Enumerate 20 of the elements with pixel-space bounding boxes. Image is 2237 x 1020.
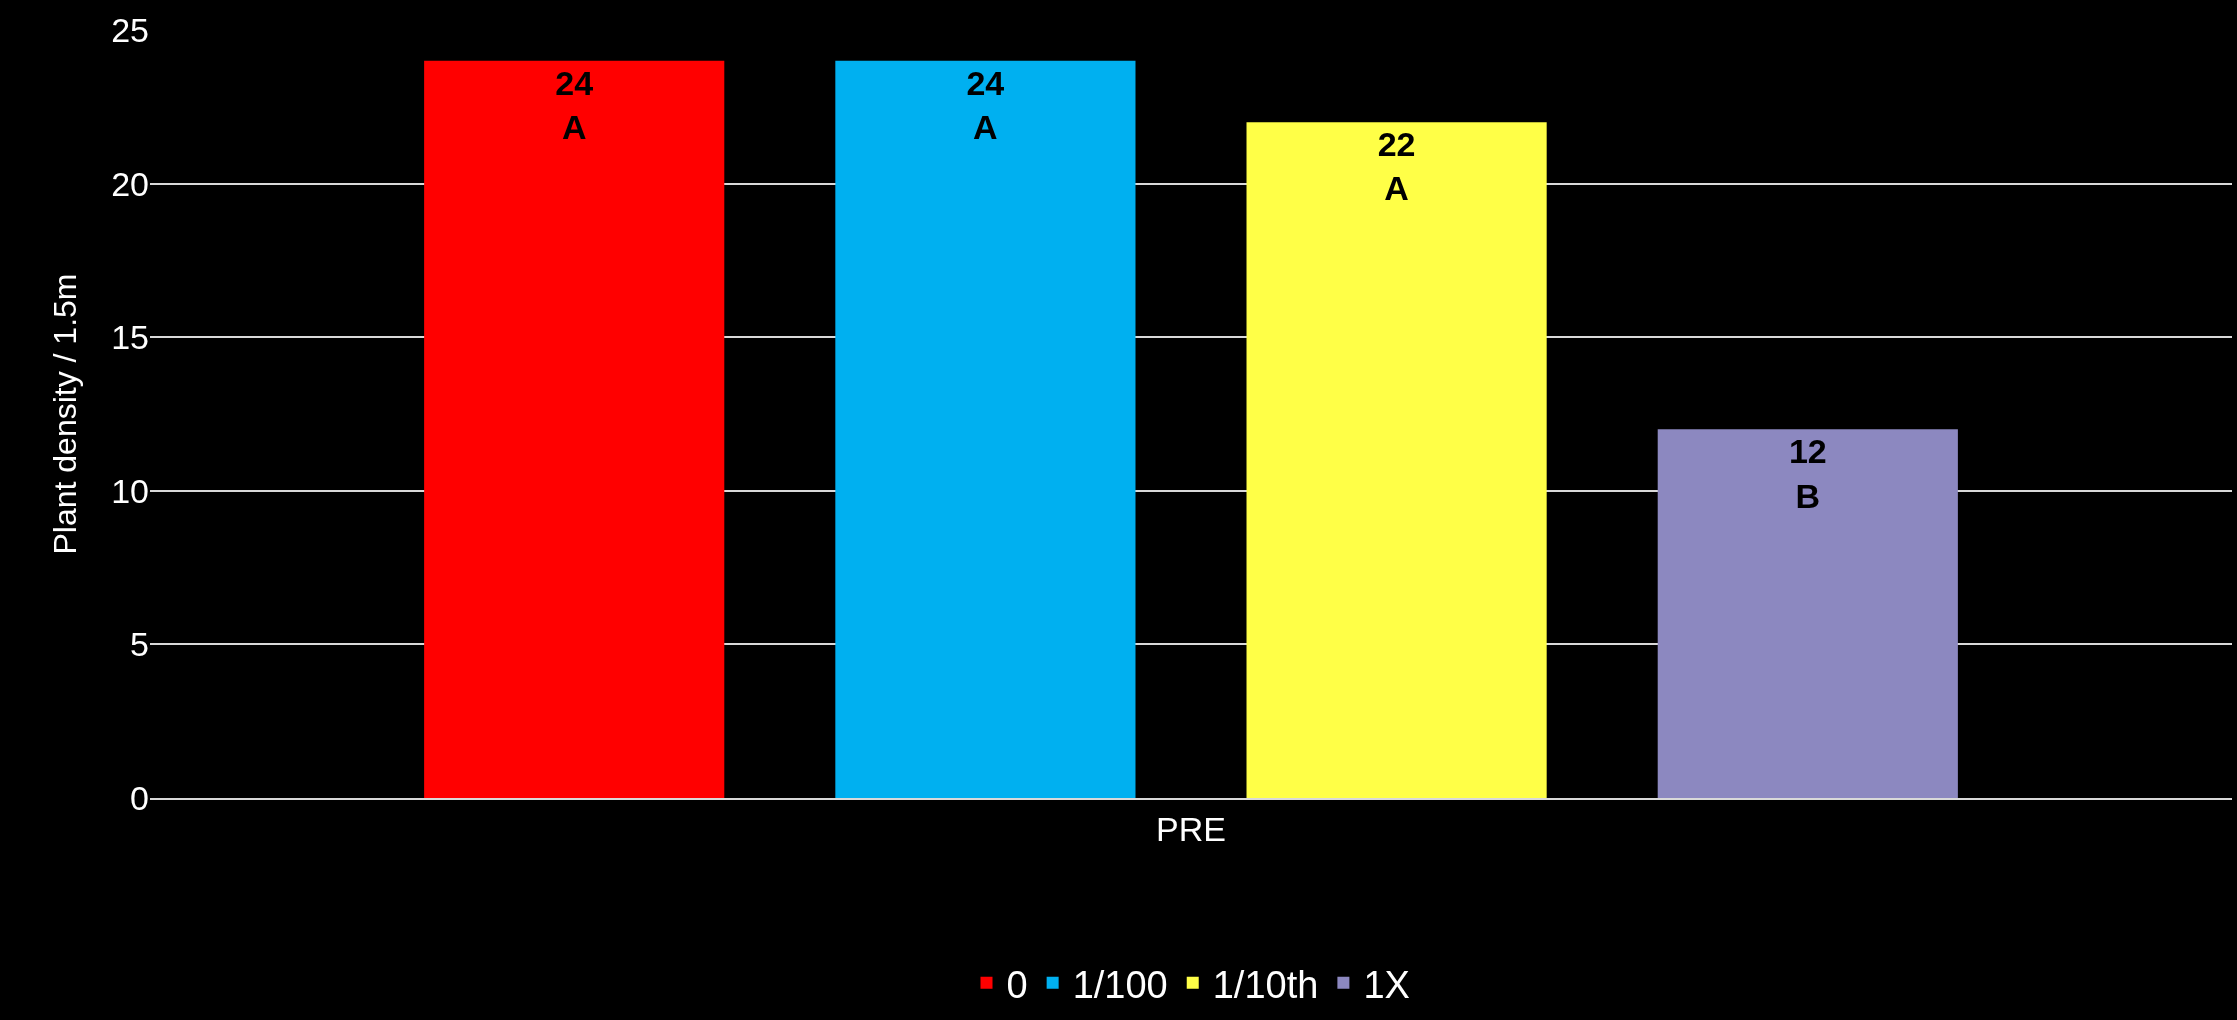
data-label: 24 A: [966, 63, 1005, 146]
bar: [835, 60, 1136, 798]
y-axis-title: Plant density / 1.5m: [47, 273, 83, 555]
legend-label: 1/10th: [1212, 963, 1319, 1006]
legend-label: 1/100: [1072, 963, 1168, 1006]
data-label: 22 A: [1377, 125, 1416, 208]
y-tick-label: 15: [111, 318, 149, 357]
y-tick-label: 0: [130, 778, 149, 817]
x-tick-label: PRE: [1156, 809, 1226, 848]
y-tick-label: 5: [130, 625, 149, 664]
y-tick-label: 20: [111, 164, 149, 203]
data-label: 12 B: [1788, 432, 1827, 515]
y-tick-label: 25: [111, 10, 149, 49]
bar: [1657, 429, 1958, 798]
legend-label: 0: [1006, 963, 1028, 1006]
data-label: 24 A: [555, 63, 594, 146]
bar: [1246, 122, 1547, 798]
y-tick-label: 10: [111, 471, 149, 510]
legend-label: 1X: [1363, 963, 1410, 1006]
bar: [424, 60, 725, 798]
